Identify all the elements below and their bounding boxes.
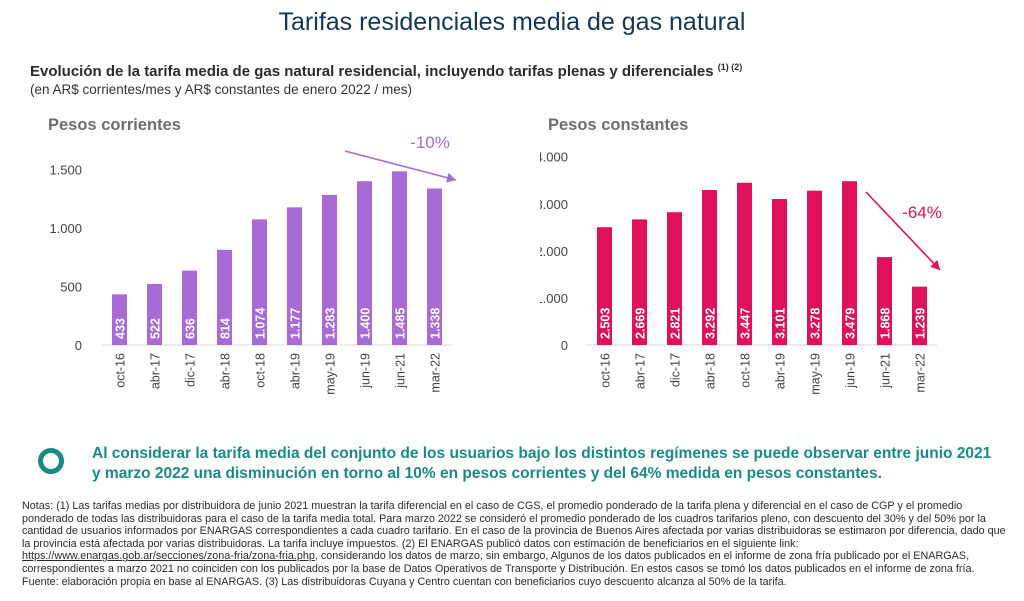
annotation-label: -10% (410, 133, 450, 152)
bar-value-label: 3.479 (844, 308, 858, 339)
bar-value-label: 433 (114, 318, 128, 339)
x-tick-label: abr-19 (774, 353, 788, 389)
x-tick-label: abr-17 (149, 353, 163, 389)
bar-value-label: 1.283 (324, 308, 338, 339)
bar-value-label: 3.278 (809, 308, 823, 339)
x-tick-label: jun-19 (844, 353, 858, 389)
x-tick-label: dic-17 (184, 353, 198, 387)
x-tick-label: abr-19 (289, 353, 303, 389)
annotation-arrow-line (865, 191, 941, 271)
bar (112, 294, 127, 345)
x-tick-label: mar-22 (914, 353, 928, 393)
y-tick-label: 0 (561, 338, 568, 353)
bar (322, 194, 337, 345)
annotation-arrow-head (930, 260, 940, 270)
bar (147, 283, 162, 345)
x-tick-label: dic-17 (669, 353, 683, 387)
x-tick-label: abr-18 (219, 353, 233, 389)
y-tick-label: 0 (75, 338, 82, 353)
y-tick-label: 2.000 (540, 244, 568, 259)
y-tick-label: 3.000 (540, 197, 568, 212)
notes-text-part2: , considerando los datos de marzo, sin e… (22, 550, 975, 588)
bar-value-label: 2.669 (634, 308, 648, 339)
annotation-arrow-head (446, 172, 456, 183)
bar (597, 227, 612, 345)
circle-ring-icon (38, 448, 64, 474)
bar-value-label: 814 (219, 318, 233, 339)
notes-text-part1: Notas: (1) Las tarifas medias por distri… (22, 500, 1006, 550)
bar (252, 219, 267, 345)
bar (877, 257, 892, 345)
bar (427, 188, 442, 345)
bar (702, 190, 717, 345)
chart-subtitle: Evolución de la tarifa media de gas natu… (30, 62, 1010, 80)
bar (217, 249, 232, 345)
bar-value-label: 1.177 (289, 308, 303, 339)
bar-value-label: 1.338 (429, 308, 443, 339)
y-tick-label: 1.000 (49, 221, 82, 236)
chart-units-subtitle: (en AR$ corrientes/mes y AR$ constantes … (30, 82, 412, 97)
bar (807, 190, 822, 345)
x-tick-label: oct-18 (739, 353, 753, 388)
bar (182, 270, 197, 345)
x-tick-label: abr-17 (634, 353, 648, 389)
x-tick-label: jun-19 (359, 353, 373, 389)
x-tick-label: may-19 (809, 353, 823, 395)
x-tick-label: oct-16 (599, 353, 613, 388)
enargas-link[interactable]: https://www.enargas.gob.ar/secciones/zon… (22, 550, 315, 563)
bar-value-label: 1.485 (394, 308, 408, 339)
bar (737, 182, 752, 345)
y-tick-label: 4.000 (540, 150, 568, 165)
bar-value-label: 3.447 (739, 308, 753, 339)
x-tick-label: mar-22 (429, 353, 443, 393)
bar-value-label: 636 (184, 318, 198, 339)
bar-value-label: 522 (149, 318, 163, 339)
bar (357, 181, 372, 345)
bar-value-label: 1.239 (914, 308, 928, 339)
bar-value-label: 1.868 (879, 308, 893, 339)
callout-text: Al considerar la tarifa media del conjun… (92, 445, 992, 482)
x-tick-label: abr-18 (704, 353, 718, 389)
page-title: Tarifas residenciales media de gas natur… (278, 8, 746, 36)
x-tick-label: jun-21 (394, 353, 408, 389)
bar-value-label: 2.821 (669, 308, 683, 339)
annotation-label: -64% (902, 203, 942, 222)
chart-title: Pesos constantes (548, 116, 688, 134)
bar-value-label: 3.101 (774, 308, 788, 339)
x-tick-label: oct-18 (254, 353, 268, 388)
bar (667, 212, 682, 345)
chart-subtitle-footnote: (1) (2) (717, 62, 743, 72)
y-tick-label: 1.000 (540, 291, 568, 306)
bar (632, 219, 647, 345)
x-tick-label: jun-21 (879, 353, 893, 389)
bar-value-label: 3.292 (704, 308, 718, 339)
bar (912, 286, 927, 345)
chart-pesos-constantes: Pesos constantes 0 1.000 2.000 3.000 4.000 2.5… (540, 116, 942, 395)
chart-subtitle-block: Evolución de la tarifa media de gas natu… (30, 62, 1010, 97)
bar-value-label: 1.400 (359, 308, 373, 339)
bar (392, 171, 407, 345)
bar (772, 199, 787, 345)
chart-pesos-corrientes: Pesos corrientes 0 500 1.000 1.500 433 oct-16 5… (48, 116, 457, 395)
notes: Notas: (1) Las tarifas medias por distri… (22, 500, 1007, 588)
x-tick-label: oct-16 (114, 353, 128, 388)
chart-title: Pesos corrientes (48, 116, 181, 134)
x-tick-label: may-19 (324, 353, 338, 395)
annotation-arrow-line (344, 150, 457, 181)
y-tick-label: 500 (60, 280, 82, 295)
bar-value-label: 1.074 (254, 308, 268, 339)
chart-subtitle-text: Evolución de la tarifa media de gas natu… (30, 63, 714, 80)
bar (287, 207, 302, 345)
y-tick-label: 1.500 (49, 163, 82, 178)
bar (842, 181, 857, 345)
bar-value-label: 2.503 (599, 308, 613, 339)
